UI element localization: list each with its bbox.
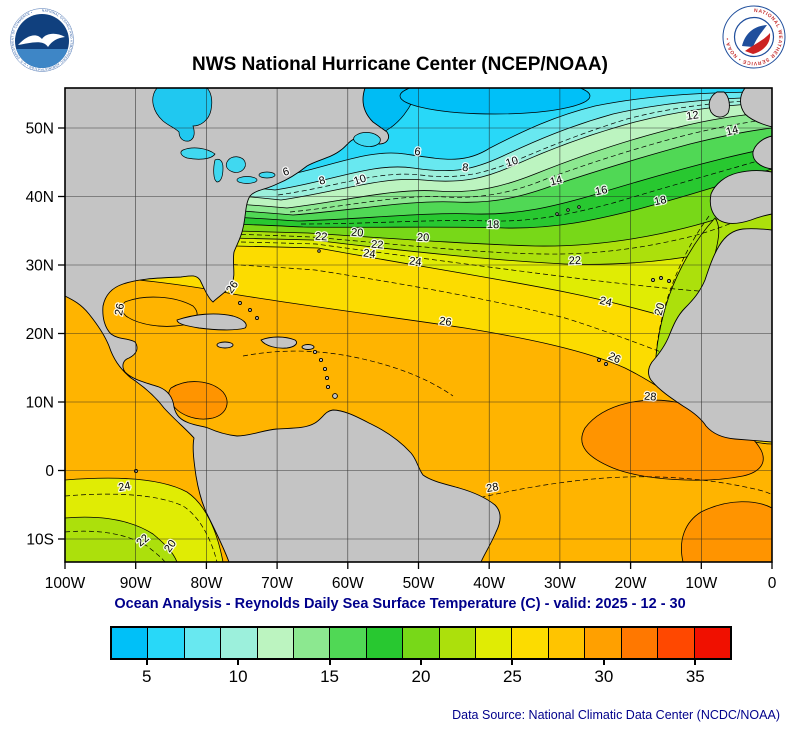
- contour-label: 26: [113, 302, 127, 316]
- colorbar-segment: [548, 628, 586, 658]
- lat-label: 0: [45, 463, 54, 480]
- colorbar-segment: [184, 628, 222, 658]
- lon-label: 80W: [190, 575, 222, 592]
- lon-label: 100W: [45, 575, 86, 592]
- lat-label: 40N: [26, 189, 54, 206]
- colorbar: [110, 626, 732, 660]
- lon-label: 50W: [403, 575, 435, 592]
- colorbar-segment: [476, 628, 513, 658]
- contour-label: 24: [363, 247, 377, 260]
- lat-label: 50N: [26, 121, 54, 138]
- contour-label: 12: [686, 109, 700, 123]
- colorbar-segment: [294, 628, 331, 658]
- colorbar-segment: [366, 628, 404, 658]
- nws-emblem-blue-swoosh: [742, 25, 767, 47]
- colorbar-tick-label: 30: [594, 667, 614, 686]
- colorbar-tick-mark: [145, 660, 148, 665]
- contour-label: 8: [462, 162, 469, 174]
- lon-label: 40W: [473, 575, 505, 592]
- colorbar-tick-label: 20: [411, 667, 431, 686]
- colorbar-segment: [658, 628, 695, 658]
- colorbar-tick-mark: [420, 660, 422, 665]
- noaa-logo: NATIONAL OCEANIC AND ATMOSPHERIC ADMINIS…: [10, 8, 74, 72]
- lat-label: 30N: [26, 258, 54, 275]
- contour-label: 16: [594, 184, 608, 198]
- lon-label: 20W: [615, 575, 647, 592]
- contour-label: 22: [569, 255, 582, 267]
- colorbar-tick-label: 10: [228, 667, 248, 686]
- contour-label: 28: [485, 481, 499, 495]
- contour-label: 20: [417, 232, 430, 244]
- map-caption: Ocean Analysis - Reynolds Daily Sea Surf…: [114, 596, 686, 612]
- contour-label: 20: [653, 302, 668, 317]
- contour-label: 24: [409, 255, 423, 268]
- page-title: NWS National Hurricane Center (NCEP/NOAA…: [192, 54, 608, 75]
- colorbar-segment: [512, 628, 549, 658]
- land-layer: [65, 88, 772, 562]
- colorbar-segment: [148, 628, 185, 658]
- colorbar-segment: [257, 628, 295, 658]
- grid-layer: [65, 88, 772, 562]
- contour-label: 20: [351, 227, 364, 240]
- colorbar-tick-mark: [237, 660, 240, 665]
- colorbar-segment: [112, 628, 149, 658]
- axis-labels: 100W 90W 80W 70W 60W 50W 40W 30W 20W 10W 0 50N 40N 30…: [26, 121, 777, 593]
- lon-label: 30W: [544, 575, 576, 592]
- contour-label: 8: [318, 175, 327, 188]
- colorbar-segment: [330, 628, 367, 658]
- colorbar-tick-mark: [328, 660, 331, 665]
- contour-label: 6: [414, 146, 422, 159]
- contour-label: 14: [549, 174, 564, 189]
- noaa-gull-icon: [18, 33, 65, 47]
- lon-label: 10W: [685, 575, 717, 592]
- colorbar-tick-mark: [602, 660, 605, 665]
- colorbar-tick-label: 15: [320, 667, 340, 686]
- contour-label: 24: [598, 295, 613, 310]
- colorbar-tick-label: 25: [502, 667, 522, 686]
- data-source: Data Source: National Climatic Data Cent…: [452, 708, 780, 722]
- colorbar-tick-label: 5: [141, 667, 152, 686]
- lon-label: 60W: [332, 575, 364, 592]
- lon-label: 90W: [120, 575, 152, 592]
- lat-label: 10N: [26, 395, 54, 412]
- colorbar-segment: [403, 628, 440, 658]
- lat-label: 10S: [26, 532, 54, 549]
- nws-logo: NATIONAL WEATHER SERVICE • NOAA •: [722, 5, 786, 69]
- contour-label: 24: [117, 480, 131, 494]
- contour-label: 22: [315, 231, 328, 244]
- contour-label: 18: [487, 219, 500, 231]
- colorbar-segment: [585, 628, 622, 658]
- colorbar-segment: [439, 628, 477, 658]
- contour-label: 10: [504, 155, 519, 170]
- colorbar-tick-label: 35: [685, 667, 705, 686]
- contour-label: 28: [644, 391, 657, 404]
- lon-label: 0: [768, 575, 777, 592]
- colorbar-segment: [621, 628, 659, 658]
- lat-label: 20N: [26, 326, 54, 343]
- noaa-emblem-sea: [15, 49, 69, 68]
- contour-label: 18: [653, 194, 667, 208]
- contour-label: 14: [725, 124, 740, 139]
- contour-label: 26: [439, 315, 453, 329]
- colorbar-tick-mark: [694, 660, 697, 665]
- map-frame: [64, 87, 773, 563]
- colorbar-segment: [694, 628, 730, 658]
- colorbar-tick-mark: [511, 660, 514, 665]
- nws-emblem-red-swoosh: [745, 33, 771, 54]
- lon-label: 70W: [261, 575, 293, 592]
- colorbar-segment: [221, 628, 258, 658]
- contour-label: 10: [352, 173, 367, 188]
- contour-label: 22: [371, 239, 384, 252]
- colorbar-ticks: 5 10 15 20 25 30 35: [110, 660, 732, 692]
